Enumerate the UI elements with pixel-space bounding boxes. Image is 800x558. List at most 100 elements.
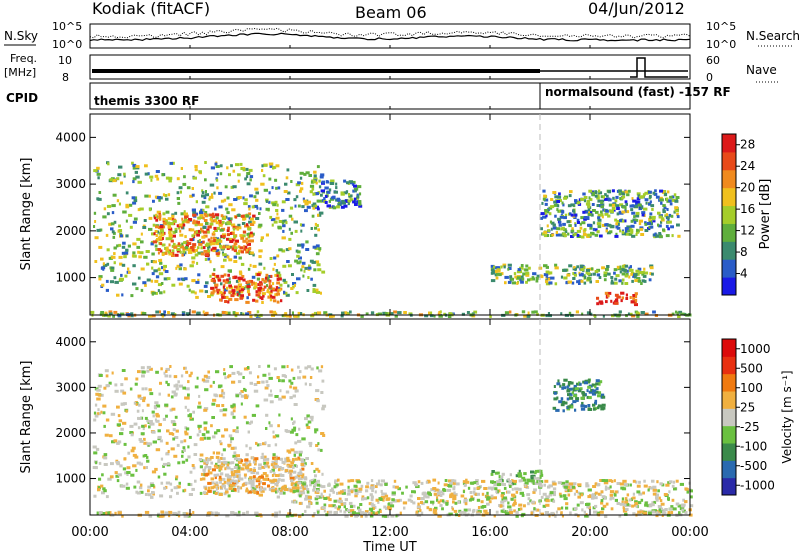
data-cell: [114, 280, 119, 284]
data-cell: [206, 379, 210, 383]
data-cell: [668, 490, 671, 494]
data-cell: [257, 466, 262, 470]
data-cell: [105, 511, 110, 515]
data-cell: [259, 486, 262, 490]
data-cell: [164, 374, 168, 378]
data-cell: [232, 185, 237, 189]
data-cell: [272, 453, 276, 457]
data-cell: [313, 486, 316, 490]
data-cell: [547, 485, 551, 489]
data-cell: [155, 291, 158, 295]
data-cell: [583, 217, 587, 221]
data-cell: [377, 312, 382, 316]
data-cell: [493, 270, 498, 273]
data-cell: [167, 193, 171, 197]
data-cell: [94, 414, 99, 418]
data-cell: [249, 175, 254, 179]
data-cell: [356, 195, 360, 199]
data-cell: [489, 496, 494, 500]
data-cell: [289, 430, 294, 434]
data-cell: [175, 429, 179, 433]
data-cell: [258, 463, 262, 467]
data-cell: [209, 384, 213, 388]
data-cell: [197, 278, 200, 282]
data-cell: [182, 250, 185, 254]
data-cell: [182, 182, 187, 186]
data-cell: [309, 444, 312, 448]
data-cell: [562, 203, 565, 207]
data-cell: [132, 264, 136, 268]
data-cell: [93, 451, 98, 455]
data-cell: [306, 205, 311, 209]
data-cell: [254, 457, 259, 461]
data-cell: [597, 225, 602, 229]
data-cell: [452, 487, 456, 491]
data-cell: [658, 235, 663, 239]
data-cell: [622, 509, 628, 513]
data-cell: [313, 483, 317, 486]
data-cell: [166, 429, 170, 433]
data-cell: [587, 213, 592, 216]
data-cell: [265, 474, 269, 478]
data-cell: [532, 272, 537, 276]
data-cell: [294, 457, 299, 461]
data-cell: [370, 479, 374, 483]
data-cell: [176, 224, 181, 228]
data-cell: [245, 175, 249, 179]
data-cell: [276, 480, 280, 483]
colorbar-swatch: [722, 134, 736, 153]
data-cell: [286, 314, 290, 318]
data-cell: [236, 474, 239, 478]
data-cell: [315, 501, 319, 505]
data-cell: [230, 245, 233, 249]
data-cell: [230, 489, 235, 492]
data-cell: [236, 480, 240, 484]
data-cell: [146, 442, 151, 446]
data-cell: [102, 411, 106, 415]
data-cell: [163, 486, 167, 490]
data-cell: [184, 488, 187, 492]
data-cell: [304, 266, 309, 270]
data-cell: [299, 486, 303, 490]
data-cell: [268, 162, 274, 166]
data-cell: [638, 219, 643, 223]
data-cell: [110, 227, 114, 231]
data-cell: [302, 462, 307, 466]
data-cell: [569, 405, 574, 409]
data-cell: [539, 473, 544, 477]
data-cell: [268, 281, 271, 285]
data-cell: [124, 377, 128, 381]
data-cell: [275, 292, 280, 296]
data-cell: [257, 271, 262, 275]
data-cell: [157, 429, 161, 433]
data-cell: [116, 405, 120, 409]
data-cell: [272, 430, 275, 434]
data-cell: [640, 233, 645, 236]
ytick-label: 4000: [55, 335, 86, 349]
data-cell: [621, 196, 624, 200]
data-cell: [213, 473, 217, 477]
data-cell: [294, 481, 298, 485]
data-cell: [433, 489, 437, 492]
data-cell: [139, 439, 144, 443]
data-cell: [643, 207, 648, 211]
colorbar-tick-label: 28: [740, 138, 755, 152]
data-cell: [232, 415, 236, 419]
ytick-label: 2000: [55, 224, 86, 238]
data-cell: [210, 236, 213, 240]
data-cell: [273, 472, 276, 476]
data-cell: [111, 266, 115, 270]
data-cell: [203, 461, 207, 465]
data-cell: [146, 403, 150, 407]
data-cell: [638, 222, 642, 226]
data-cell: [278, 397, 283, 401]
data-cell: [270, 463, 274, 467]
data-cell: [563, 216, 567, 220]
data-cell: [445, 502, 449, 505]
data-cell: [235, 463, 239, 467]
data-cell: [247, 235, 251, 239]
data-cell: [369, 514, 374, 518]
data-cell: [625, 232, 630, 236]
data-cell: [260, 514, 263, 518]
